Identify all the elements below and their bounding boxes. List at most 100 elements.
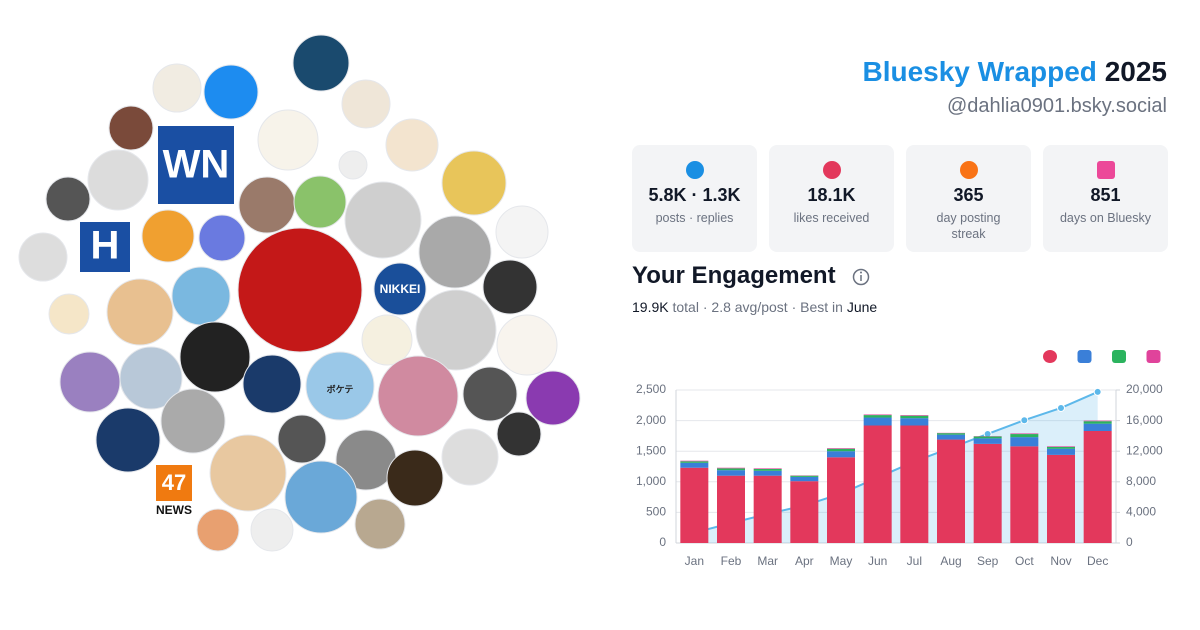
bar-segment [753,468,782,469]
stat-value: 18.1K [807,185,856,205]
bar-segment [717,467,745,469]
bar-segment [717,468,745,471]
avatar [354,498,406,550]
x-tick-label: Nov [1050,554,1071,568]
summary: 19.9K total · 2.8 avg/post · Best in Jun… [632,299,877,315]
stat-value: 365 [953,185,984,205]
bar-segment [827,448,855,449]
avatar [203,64,259,120]
avatar [496,411,542,457]
bar-segment [680,462,709,468]
avatar [48,293,90,335]
avatar [415,289,497,371]
y-tick-label: 1,000 [636,474,666,488]
bar-segment [1010,434,1039,438]
stat-value: 851 [1090,185,1121,205]
avatar [277,414,327,464]
legend-icon [1112,350,1126,363]
avatar [292,34,350,92]
stat-icon [1096,161,1115,179]
best-label: Best in [800,299,843,315]
avg: 2.8 avg/post [711,299,788,315]
stat-label: days on Bluesky [1059,211,1152,225]
avatar [179,321,251,393]
bar-segment [680,467,709,543]
bar-segment [1047,446,1075,447]
avatar-text: H [91,224,120,268]
bar-segment [1010,446,1039,543]
avatar [361,314,413,366]
bar-segment [680,461,709,463]
bar-segment [790,475,819,477]
bar-segment [680,460,709,462]
line-point [1020,416,1029,425]
avatar [242,354,302,414]
legend-icon [1043,350,1057,363]
avatar [341,79,391,129]
y2-tick-label: 20,000 [1126,382,1163,396]
avatar [87,149,149,211]
avatar [198,214,246,262]
avatar [284,460,358,534]
bar-segment [1010,437,1039,447]
avatar [95,407,161,473]
bar-segment [753,468,782,471]
avatar [45,176,91,222]
info-icon-dot [860,271,862,274]
avatar [482,259,538,315]
avatar [441,150,507,216]
bar-segment [973,436,1002,439]
title-text: Bluesky Wrapped [862,56,1097,87]
y2-tick-label: 0 [1126,535,1133,549]
bar-segment [863,415,892,418]
avatar [338,150,368,180]
x-tick-label: Sep [977,554,999,568]
info-icon[interactable] [852,268,870,286]
y-tick-label: 0 [659,535,666,549]
bar-segment [1010,433,1039,435]
y-tick-label: 2,000 [636,413,666,427]
avatar [119,346,183,410]
avatar [238,176,296,234]
y2-tick-label: 8,000 [1126,474,1156,488]
bar-segment [1047,448,1075,455]
avatar [152,63,202,113]
avatar [209,434,287,512]
bar-segment [863,414,892,416]
avatar [377,355,459,437]
bar-segment [753,475,782,543]
bar-segment [937,439,965,543]
line-point [1093,387,1102,396]
avatar-text: WN [163,143,230,187]
x-tick-label: Mar [757,554,778,568]
legend-icon [1077,350,1092,363]
avatar [344,181,422,259]
y2-tick-label: 16,000 [1126,413,1163,427]
y2-tick-label: 12,000 [1126,443,1163,457]
stat-card: 5.8K · 1.3K posts · replies [632,145,757,252]
y-tick-label: 1,500 [636,443,666,457]
bar-segment [1083,420,1112,422]
chart: 0 500 1,000 1,500 2,000 2,500 0 4,000 8,000 12,00… [636,350,1163,568]
avatar-cluster: WN H NIKKEI 47 NEWS ボケテ [18,34,581,552]
stat-card: 18.1K likes received [769,145,894,252]
avatar [196,508,240,552]
x-tick-label: Feb [721,554,742,568]
bar-segment [1083,421,1112,424]
bar-segment [1083,431,1112,543]
best-month: June [846,299,878,315]
avatar [462,366,518,422]
x-tick-label: Apr [795,554,814,568]
avatar [250,508,294,552]
bar-segment [827,457,855,543]
bar-segment [753,470,782,476]
avatar-text: 47 [162,470,186,495]
avatar [80,222,130,272]
avatar [108,105,154,151]
avatar [160,388,226,454]
stat-label: day posting streak [936,211,1001,241]
separator: · [702,299,708,315]
avatar-text: NEWS [156,503,192,517]
section-title: Your Engagement [632,262,836,289]
